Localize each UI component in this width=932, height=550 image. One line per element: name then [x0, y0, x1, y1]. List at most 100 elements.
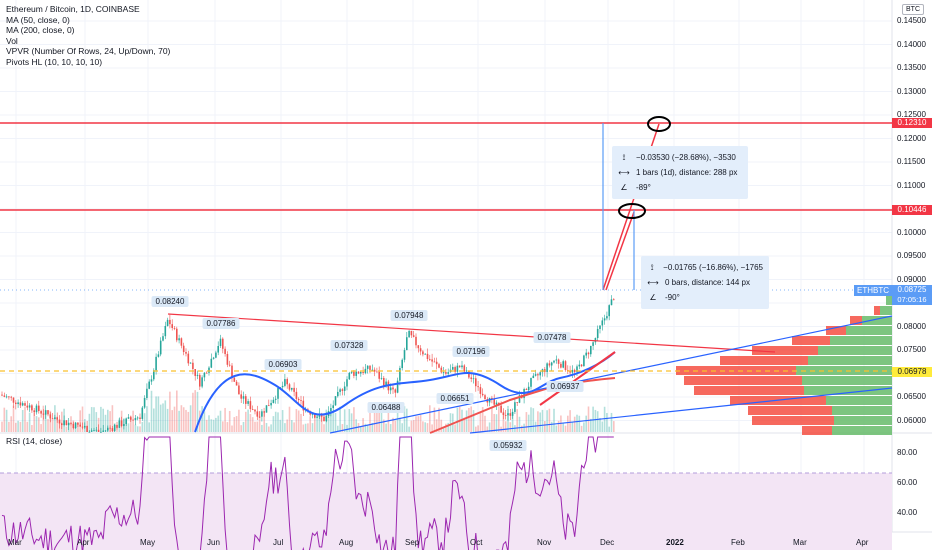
candle-body: [447, 372, 449, 374]
candle-body: [511, 411, 514, 416]
volume-bar: [44, 412, 47, 432]
candle-body: [79, 424, 81, 427]
time-tick-label: Mar: [793, 538, 807, 547]
candle-body: [97, 429, 100, 432]
candle-body: [258, 416, 261, 418]
time-tick-label: Mar: [8, 538, 22, 547]
candle-body: [178, 338, 180, 341]
volume-bar: [272, 416, 275, 432]
candle-body: [493, 399, 495, 405]
candle-body: [564, 361, 567, 371]
rsi-tick-label: 40.00: [897, 508, 918, 517]
current-price-tag: 0.08725: [892, 285, 932, 295]
legend-vol[interactable]: Vol: [6, 35, 18, 46]
candle-body: [392, 387, 394, 390]
volume-bar: [557, 420, 560, 432]
candle-body: [518, 395, 521, 403]
candle-body: [530, 378, 532, 387]
volume-bar: [127, 423, 130, 432]
volume-bar: [314, 414, 316, 432]
candle-body: [288, 384, 291, 390]
volume-bar: [201, 406, 203, 432]
volume-bar: [235, 416, 238, 432]
level-low-tag: 0.10446: [892, 205, 932, 215]
candle-body: [219, 338, 222, 346]
candle-body: [201, 377, 203, 387]
volume-bar: [56, 416, 58, 432]
volume-bar: [300, 413, 302, 432]
candle-body: [40, 411, 42, 414]
candle-body: [199, 374, 201, 387]
candle-body: [477, 386, 479, 388]
volume-bar: [164, 400, 167, 432]
candle-body: [463, 365, 466, 372]
volume-bar: [185, 409, 187, 432]
candle-body: [330, 408, 332, 412]
candle-body: [576, 366, 578, 373]
candle-body: [316, 416, 318, 418]
candle-body: [210, 358, 213, 368]
volume-bar: [366, 425, 369, 432]
candle-body: [394, 389, 397, 393]
candle-body: [185, 352, 187, 354]
volume-bar: [311, 423, 314, 432]
candle-body: [311, 414, 314, 415]
symbol-title[interactable]: Ethereum / Bitcoin, 1D, COINBASE: [6, 4, 140, 14]
volume-bar: [613, 421, 615, 432]
volume-bar: [396, 409, 399, 432]
legend-pivots[interactable]: Pivots HL (10, 10, 10, 10): [6, 56, 103, 67]
candle-body: [442, 372, 445, 373]
volume-bar: [449, 413, 452, 432]
currency-button[interactable]: BTC: [902, 4, 924, 15]
volume-bar: [212, 419, 215, 432]
candle-body: [70, 422, 72, 424]
volume-bar: [590, 418, 592, 432]
bar-range-icon: ⟷: [618, 168, 630, 177]
candle-body: [102, 430, 104, 432]
volume-bar: [215, 417, 217, 432]
legend-ma50[interactable]: MA (50, close, 0): [6, 14, 70, 25]
volume-bar: [146, 406, 148, 432]
volume-bar: [265, 422, 268, 432]
vpvr-down-bar: [684, 376, 802, 385]
vpvr-up-bar: [834, 416, 892, 425]
candle-body: [222, 338, 224, 349]
price-tick-label: 0.06000: [897, 415, 926, 425]
volume-bar: [431, 424, 433, 432]
candle-body: [28, 405, 31, 408]
candle-body: [116, 424, 118, 428]
legend-ma200[interactable]: MA (200, close, 0): [6, 25, 75, 36]
volume-bar: [387, 411, 390, 432]
candle-body: [539, 372, 541, 376]
volume-bar: [81, 406, 84, 432]
vpvr-down-bar: [748, 406, 832, 415]
candle-body: [360, 372, 362, 374]
volume-bar: [403, 406, 406, 432]
candle-body: [166, 319, 169, 326]
candle-body: [281, 385, 284, 388]
pivot-label: 0.05932: [489, 440, 527, 451]
volume-bar: [295, 409, 298, 432]
support-trendline-upper: [329, 315, 893, 434]
volume-bar: [373, 410, 376, 432]
volume-bar: [346, 424, 348, 432]
candle-body: [419, 348, 422, 352]
rsi-line: [1, 436, 614, 550]
volume-bar: [256, 421, 259, 432]
candle-body: [534, 374, 537, 376]
candle-body: [553, 360, 555, 363]
candle-body: [61, 423, 63, 426]
candle-body: [470, 377, 472, 379]
candle-body: [141, 407, 144, 419]
candle-body: [284, 379, 286, 386]
volume-bar: [585, 415, 587, 432]
volume-bar: [364, 423, 367, 432]
volume-bar: [548, 408, 551, 432]
legend-vpvr[interactable]: VPVR (Number Of Rows, 24, Up/Down, 70): [6, 46, 171, 57]
chart-overlays: [0, 116, 893, 434]
volume-bar: [104, 414, 107, 432]
vpvr-up-bar: [832, 426, 892, 435]
legend-rsi[interactable]: RSI (14, close): [6, 436, 63, 446]
volume-bar: [606, 412, 608, 432]
